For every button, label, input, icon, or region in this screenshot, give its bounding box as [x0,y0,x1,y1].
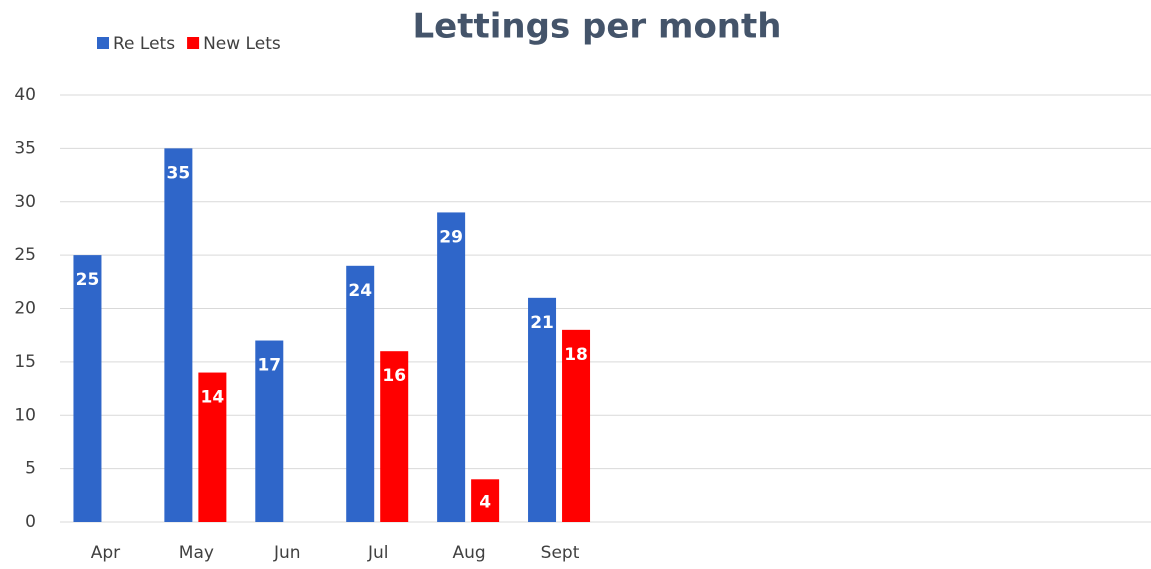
y-tick-label: 35 [14,138,36,158]
bar [437,212,466,523]
x-tick-label: Apr [91,543,120,563]
bar [198,372,227,522]
data-label: 4 [479,493,491,513]
legend-label: Re Lets [113,34,175,54]
data-label: 24 [348,281,372,301]
data-label: 21 [530,313,554,333]
y-tick-label: 20 [14,299,36,319]
y-tick-label: 5 [25,459,36,479]
bar [164,148,193,522]
y-tick-label: 0 [25,512,36,532]
y-tick-label: 40 [14,85,36,105]
chart-title: Lettings per month [413,7,782,47]
data-label: 16 [382,366,406,386]
bar [562,329,591,522]
x-tick-label: May [179,543,214,563]
legend-label: New Lets [203,34,281,54]
y-tick-label: 10 [14,405,36,425]
bar [346,265,375,522]
bar [471,479,500,522]
data-label: 14 [201,388,225,408]
legend-swatch [97,37,109,49]
y-tick-label: 25 [14,245,36,265]
y-tick-label: 30 [14,192,36,212]
x-tick-label: Sept [541,543,580,563]
bar [380,351,409,522]
data-label: 18 [564,345,588,365]
data-label: 35 [167,163,191,183]
y-tick-label: 15 [14,352,36,372]
x-tick-label: Jul [367,543,389,563]
data-label: 17 [257,356,281,376]
data-label: 29 [439,227,463,247]
bar [255,340,284,522]
data-label: 25 [76,270,100,290]
x-tick-label: Jun [273,543,301,563]
legend-swatch [187,37,200,49]
x-tick-label: Aug [453,543,486,563]
bar [73,255,102,522]
bar [528,297,557,522]
